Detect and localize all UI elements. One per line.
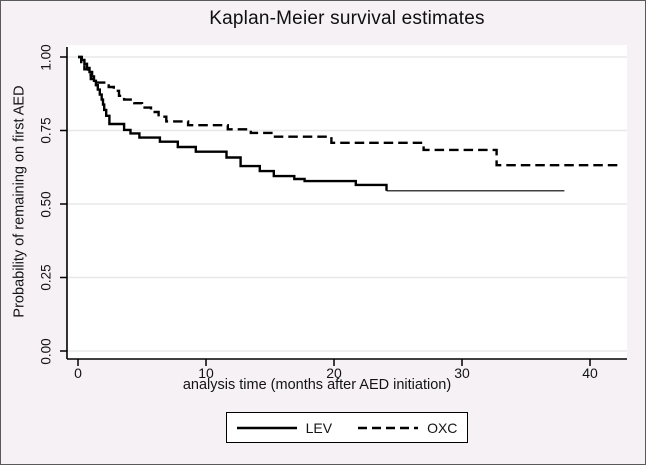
- chart-title: Kaplan-Meier survival estimates: [209, 8, 485, 29]
- y-tick-label: 0.00: [38, 337, 54, 365]
- legend-item-lev: LEV: [236, 419, 333, 436]
- x-tick-label: 40: [582, 365, 598, 381]
- y-tick-label: 0.50: [38, 190, 54, 218]
- legend-item-oxc: OXC: [358, 420, 457, 436]
- legend-dashed-line-sample: [358, 426, 419, 429]
- x-axis-title: analysis time (months after AED initiati…: [182, 377, 452, 393]
- legend-label-lev: LEV: [305, 419, 333, 436]
- y-tick-label: 0.25: [38, 264, 54, 291]
- y-tick-label: 1.00: [38, 43, 54, 71]
- y-tick-label: 0.75: [38, 117, 54, 144]
- series-line-lev: [78, 55, 388, 191]
- plot-background: [67, 45, 627, 359]
- y-axis-title: Probability of remaining on first AED: [11, 85, 28, 318]
- legend-solid-line-sample: [236, 426, 297, 429]
- legend: LEV OXC: [226, 412, 468, 443]
- x-tick-label: 20: [326, 365, 342, 381]
- x-tick-label: 0: [74, 365, 82, 381]
- series-line-oxc: [78, 55, 619, 167]
- x-tick-label: 10: [198, 365, 214, 381]
- x-tick-label: 30: [454, 365, 470, 381]
- legend-label-oxc: OXC: [427, 419, 458, 436]
